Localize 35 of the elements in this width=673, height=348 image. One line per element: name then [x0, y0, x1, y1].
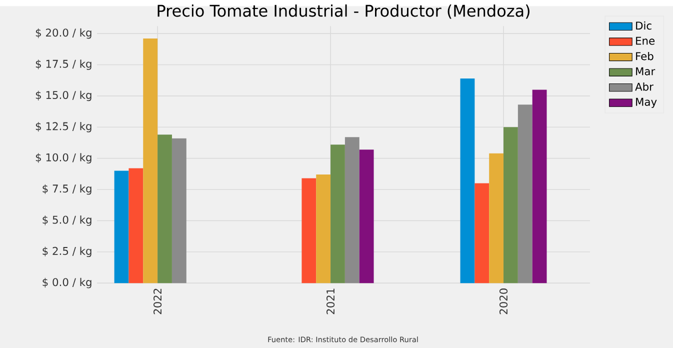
legend-label: Feb [636, 52, 654, 60]
legend-label: Ene [636, 36, 655, 45]
bar [474, 183, 490, 284]
bar [532, 90, 547, 284]
bar [143, 38, 158, 284]
x-tick-label: 2020 [499, 288, 508, 314]
legend-label: Abr [635, 82, 654, 91]
y-tick-label: $ 0.0 / kg [42, 278, 92, 288]
y-tick-label: $ 5.0 / kg [42, 216, 92, 226]
y-tick-label: $ 20.0 / kg [36, 28, 92, 39]
bar [158, 134, 172, 284]
y-tick-label: $ 15.0 / kg [36, 90, 92, 102]
bar [128, 168, 144, 284]
bar [330, 144, 345, 284]
x-tick-label: 2021 [326, 288, 335, 314]
bar [114, 170, 129, 284]
legend-label: Dic [636, 21, 652, 30]
chart-title: Precio Tomate Industrial - Productor (Mendoza) [158, 4, 530, 19]
bar [316, 174, 331, 284]
bar [489, 153, 504, 284]
bar [460, 78, 475, 284]
bar [518, 104, 532, 284]
bar [302, 178, 316, 284]
bar [344, 137, 360, 284]
y-tick-label: $ 2.5 / kg [42, 246, 92, 258]
legend-label: Mar [636, 67, 656, 76]
y-tick-label: $ 7.5 / kg [42, 184, 92, 195]
y-tick-label: $ 10.0 / kg [36, 153, 92, 164]
x-tick-label: 2022 [154, 288, 162, 314]
bar [504, 127, 518, 284]
legend-label: May [636, 98, 657, 108]
bar [172, 138, 186, 284]
y-tick-label: $ 12.5 / kg [36, 122, 92, 132]
y-tick-label: $ 17.5 / kg [36, 60, 92, 70]
bar [359, 150, 374, 284]
